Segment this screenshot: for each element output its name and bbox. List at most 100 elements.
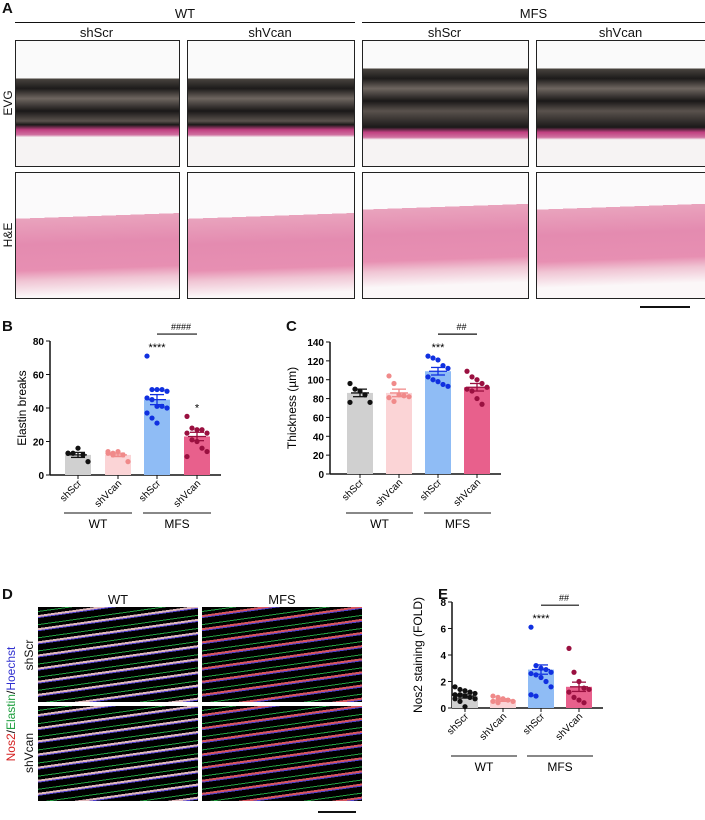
he-micrograph — [187, 172, 355, 299]
bar — [65, 454, 91, 475]
data-point — [533, 693, 539, 699]
group-label: WT — [475, 760, 494, 774]
data-point — [452, 696, 458, 702]
data-point — [184, 453, 190, 460]
data-point — [347, 380, 353, 387]
group-label: WT — [89, 517, 108, 531]
data-point — [467, 689, 473, 695]
he-micrograph — [362, 172, 529, 299]
data-point — [125, 459, 131, 465]
column-label: shVcan — [598, 25, 643, 40]
data-point — [472, 690, 478, 697]
data-point — [440, 381, 446, 388]
data-point — [159, 386, 165, 393]
fluorescence-micrograph — [38, 706, 198, 801]
data-point — [85, 459, 91, 465]
he-micrograph — [536, 172, 705, 299]
data-point — [144, 410, 150, 416]
column-label: shScr — [427, 25, 462, 40]
y-tick-label: 4 — [440, 651, 446, 662]
y-tick-label: 20 — [313, 451, 325, 462]
data-point — [164, 405, 170, 411]
y-tick-label: 0 — [440, 704, 446, 715]
data-point — [533, 663, 539, 669]
data-point — [425, 353, 431, 359]
y-tick-label: 6 — [440, 625, 446, 636]
bar — [464, 387, 490, 474]
evg-micrograph — [362, 40, 529, 167]
x-tick-label: shVcan — [554, 711, 585, 742]
x-tick-label: shScr — [340, 477, 366, 503]
data-point — [367, 399, 373, 405]
y-tick-label: 40 — [33, 404, 45, 415]
sep: / — [4, 730, 18, 734]
scale-bar — [640, 306, 690, 308]
data-point — [533, 672, 539, 678]
y-tick-label: 80 — [313, 395, 325, 406]
data-point — [538, 674, 544, 681]
x-tick-label: shVcan — [172, 478, 203, 509]
panel-e-label: E — [438, 586, 449, 603]
data-point — [528, 624, 534, 630]
data-point — [479, 401, 485, 407]
data-point — [490, 693, 496, 699]
y-axis-title: Nos2 staining (FOLD) — [411, 597, 425, 713]
data-point — [199, 427, 205, 433]
y-tick-label: 140 — [307, 338, 324, 349]
y-tick-label: 2 — [440, 678, 446, 689]
data-point — [149, 415, 155, 421]
data-point — [204, 448, 210, 455]
bar — [105, 454, 131, 475]
data-point — [199, 445, 205, 451]
comparison-marker: ## — [456, 322, 466, 332]
group-line — [15, 22, 355, 23]
x-tick-label: shScr — [521, 711, 547, 737]
data-point — [435, 357, 441, 363]
panel-c-label: C — [286, 318, 297, 335]
stain-nos2: Nos2 — [4, 733, 18, 762]
panel-b-label: B — [2, 318, 13, 335]
group-label: WT — [370, 517, 389, 531]
data-point — [528, 670, 534, 677]
data-point — [586, 686, 592, 693]
panel-d-label: D — [2, 586, 13, 603]
y-tick-label: 0 — [318, 470, 324, 481]
significance-marker: **** — [148, 342, 166, 354]
evg-micrograph — [187, 40, 355, 167]
stain-hoechst: Hoechst — [4, 646, 18, 691]
y-tick-label: 40 — [313, 432, 325, 443]
data-point — [462, 688, 468, 694]
data-point — [425, 374, 431, 380]
data-point — [464, 368, 470, 374]
stain-elastin: Elastin — [4, 694, 18, 731]
bar — [490, 700, 516, 708]
data-point — [528, 692, 534, 698]
column-label-mfs: MFS — [268, 592, 296, 607]
data-point — [204, 430, 210, 436]
y-axis-title: Elastin breaks — [15, 370, 29, 445]
data-point — [386, 373, 392, 379]
data-point — [189, 425, 195, 431]
data-point — [566, 645, 572, 651]
fluorescence-micrograph — [202, 607, 362, 702]
data-point — [543, 678, 549, 685]
significance-marker: *** — [432, 342, 446, 354]
data-point — [445, 383, 451, 389]
data-point — [430, 355, 436, 361]
group-label: MFS — [445, 517, 470, 531]
evg-micrograph — [15, 40, 180, 167]
fluorescence-micrograph — [202, 706, 362, 801]
data-point — [105, 448, 111, 455]
x-tick-label: shScr — [445, 711, 471, 737]
x-tick-label: shVcan — [478, 711, 509, 742]
x-tick-label: shVcan — [452, 477, 483, 508]
data-point — [184, 413, 190, 419]
evg-micrograph — [536, 40, 705, 167]
data-point — [548, 684, 554, 690]
bar — [452, 696, 478, 708]
data-point — [386, 395, 392, 401]
data-point — [462, 704, 468, 710]
data-point — [184, 430, 190, 436]
fluorescence-micrograph — [38, 607, 198, 702]
data-point — [469, 374, 475, 380]
